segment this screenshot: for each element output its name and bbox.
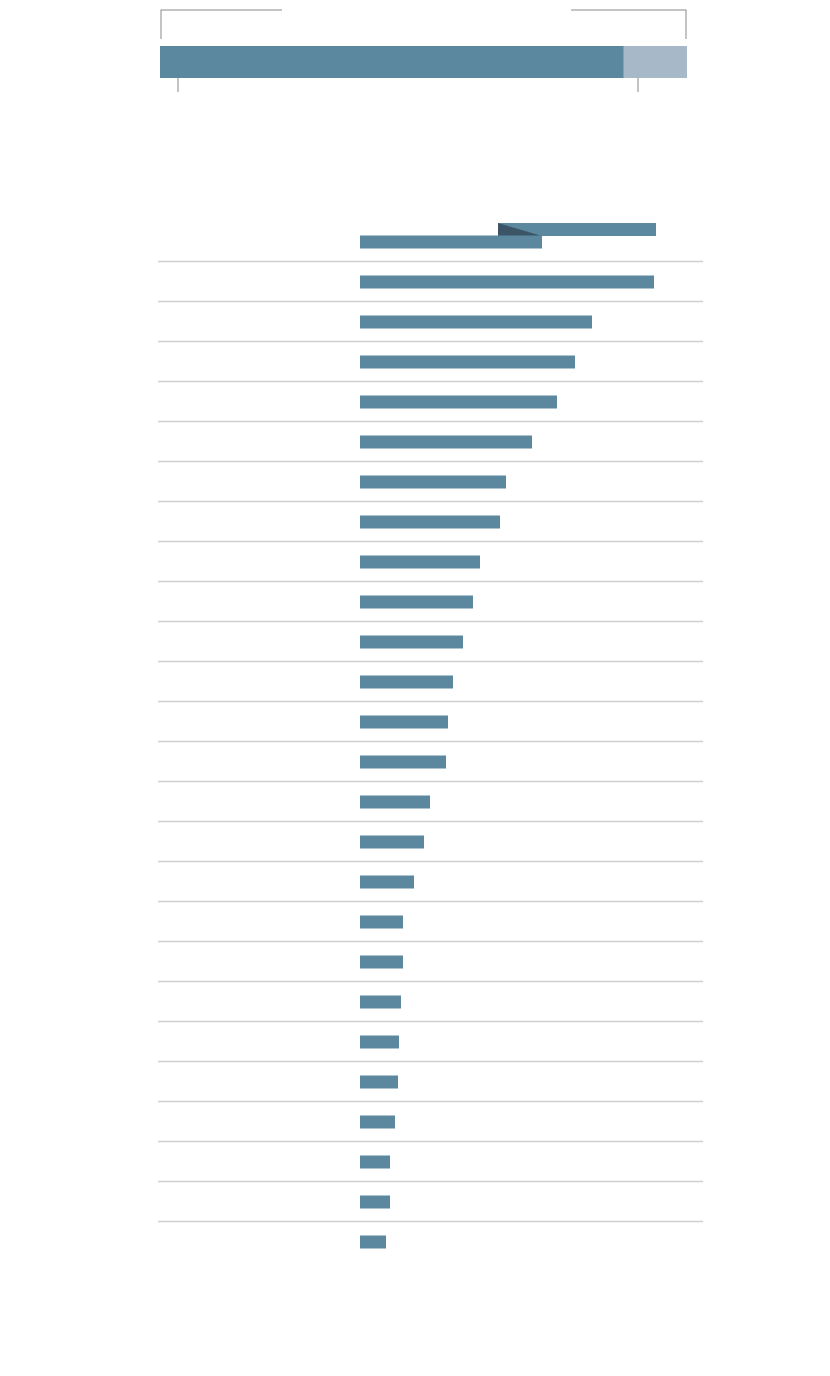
bar <box>360 875 414 889</box>
bar <box>360 915 403 929</box>
bar <box>360 1075 398 1089</box>
bar <box>360 835 424 849</box>
bar <box>360 995 401 1009</box>
bar <box>360 235 542 249</box>
bar <box>360 595 473 609</box>
bar <box>360 675 453 689</box>
callout <box>498 223 656 236</box>
bar <box>360 1035 399 1049</box>
bracket-left <box>160 9 282 39</box>
bar <box>360 795 430 809</box>
bracket <box>160 9 687 92</box>
bar <box>360 475 506 489</box>
bracket-right <box>571 9 687 39</box>
callout-pointer <box>498 223 542 236</box>
bar <box>360 515 500 529</box>
callout-bar <box>498 223 656 236</box>
bar <box>360 955 403 969</box>
bar <box>360 755 446 769</box>
bar <box>360 555 480 569</box>
stacked-segment <box>160 46 624 78</box>
bar <box>360 275 654 289</box>
bar <box>360 1235 386 1249</box>
bar <box>360 1195 390 1209</box>
bar <box>360 355 575 369</box>
bar <box>360 395 557 409</box>
stacked-segment <box>623 46 687 78</box>
bar <box>360 715 448 729</box>
bar <box>360 315 592 329</box>
bar <box>360 1115 395 1129</box>
bar <box>360 635 463 649</box>
bar <box>360 435 532 449</box>
bar <box>360 1155 390 1169</box>
